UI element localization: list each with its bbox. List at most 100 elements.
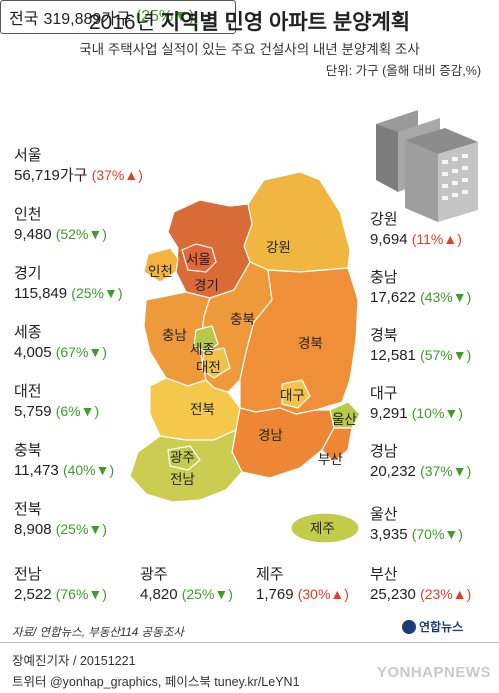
stat-value: 3,935 [370, 526, 408, 543]
map-label-gangwon: 강원 [266, 240, 291, 255]
logo-text: 연합뉴스 [419, 620, 464, 634]
yonhap-logo: 연합뉴스 [402, 618, 463, 635]
stat-value: 12,581 [370, 347, 416, 364]
map-label-gwangju: 광주 [170, 450, 195, 465]
map-label-busan: 부산 [318, 452, 343, 467]
stat-jeonbuk: 전북 8,908 (25%▼) [14, 500, 107, 540]
stat-name: 울산 [370, 506, 398, 523]
stat-jeju: 제주 1,769 (30%▲) [256, 565, 349, 605]
national-change: (25%▼) [135, 8, 195, 25]
watermark: YONHAPNEWS [376, 664, 491, 681]
stat-value: 5,759 [14, 403, 52, 420]
stat-jeonnam: 전남 2,522 (76%▼) [14, 565, 107, 605]
stat-name: 서울 [14, 147, 42, 164]
stat-change: (37%▲) [91, 167, 143, 183]
stat-change: (76%▼) [55, 586, 107, 602]
stat-daegu: 대구 9,291 (10%▼) [370, 384, 463, 424]
credit-reporter: 장예진기자 / 20151221 [12, 654, 136, 668]
stat-change: (37%▼) [420, 463, 472, 479]
stat-value: 9,291 [370, 405, 408, 422]
map-label-gyeongnam: 경남 [258, 428, 283, 443]
stat-incheon: 인천 9,480 (52%▼) [14, 205, 107, 245]
stat-sejong: 세종 4,005 (67%▼) [14, 323, 107, 363]
stat-name: 충북 [14, 442, 42, 459]
stat-value: 20,232 [370, 463, 416, 480]
stat-change: (40%▼) [62, 462, 115, 478]
map-label-gyeonggi: 경기 [194, 278, 219, 293]
stat-change: (57%▼) [420, 347, 472, 363]
stat-value: 8,908 [14, 521, 52, 538]
stat-change: (11%▲) [411, 231, 462, 247]
stat-seoul: 서울 56,719가구 (37%▲) [14, 146, 143, 186]
source-note: 자료/ 연합뉴스, 부동산114 공동조사 [12, 627, 184, 639]
region-gangwon [243, 171, 351, 273]
stat-change: (25%▼) [71, 285, 123, 301]
stat-value: 4,005 [14, 344, 52, 361]
stat-name: 전북 [14, 501, 42, 518]
map-label-ulsan: 울산 [332, 412, 357, 427]
stat-value: 4,820 [140, 586, 178, 603]
region-gwangju [167, 445, 201, 471]
page-subtitle: 국내 주택사업 실적이 있는 주요 건설사의 내년 분양계획 조사 [79, 42, 420, 57]
stat-change: (67%▼) [55, 344, 107, 360]
stat-name: 대구 [370, 385, 398, 402]
stat-name: 대전 [14, 383, 42, 400]
stat-name: 경기 [14, 265, 42, 282]
stat-change: (52%▼) [55, 226, 107, 242]
stat-gyeongbuk: 경북 12,581 (57%▼) [370, 326, 471, 366]
stat-name: 경남 [370, 443, 398, 460]
stat-gyeongnam: 경남 20,232 (37%▼) [370, 442, 471, 482]
stat-change: (25%▼) [55, 521, 107, 537]
stat-name: 인천 [14, 206, 42, 223]
stat-name: 제주 [256, 566, 284, 583]
stat-name: 광주 [140, 566, 168, 583]
stat-chungnam: 충남 17,622 (43%▼) [370, 268, 471, 308]
stat-chungbuk: 충북 11,473 (40%▼) [14, 441, 114, 481]
stat-busan: 부산 25,230 (23%▲) [370, 565, 471, 605]
stat-ulsan: 울산 3,935 (70%▼) [370, 505, 463, 545]
yonhap-logo-icon [402, 619, 416, 634]
stat-value: 115,849 [14, 285, 68, 302]
page-title: 2016년 지역별 민영 아파트 분양계획 [0, 6, 499, 36]
map-label-daegu: 대구 [280, 388, 305, 403]
map-label-chungnam: 충남 [162, 328, 187, 343]
stat-name: 경북 [370, 327, 398, 344]
stat-change: (25%▼) [181, 586, 233, 602]
stat-change: (70%▼) [411, 526, 463, 542]
region-sejong [193, 325, 219, 353]
stat-name: 부산 [370, 566, 398, 583]
stat-value: 9,480 [14, 226, 52, 243]
map-label-sejong: 세종 [190, 342, 215, 357]
region-jeju [290, 512, 360, 544]
map-label-daejeon: 대전 [196, 360, 221, 375]
stat-change: (43%▼) [420, 289, 472, 305]
stat-value: 1,769 [256, 586, 294, 603]
stat-gwangju: 광주 4,820 (25%▼) [140, 565, 233, 605]
map-label-chungbuk: 충북 [230, 312, 255, 327]
stat-change: (6%▼) [55, 403, 100, 419]
credit-social: 트위터 @yonhap_graphics, 페이스북 tuney.kr/LeYN… [12, 675, 300, 689]
stat-change: (30%▲) [297, 586, 349, 602]
map-label-gyeongbuk: 경북 [298, 336, 323, 351]
region-seoul [181, 243, 217, 273]
stat-value: 2,522 [14, 586, 52, 603]
stat-value: 25,230 [370, 586, 416, 603]
title-main: 지역별 민영 아파트 분양계획 [160, 11, 411, 34]
stat-name: 충남 [370, 269, 398, 286]
stat-value: 17,622 [370, 289, 416, 306]
map-label-jeonnam: 전남 [170, 472, 195, 487]
stat-name: 세종 [14, 324, 42, 341]
footer-divider [0, 642, 499, 643]
stat-change: (23%▲) [420, 586, 472, 602]
title-year: 2016년 [88, 11, 155, 34]
stat-value: 56,719가구 [14, 167, 88, 184]
national-label: 전국 [9, 11, 39, 28]
region-busan [321, 427, 353, 463]
region-daejeon [201, 347, 231, 379]
stat-daejeon: 대전 5,759 (6%▼) [14, 382, 99, 422]
stat-name: 강원 [370, 211, 398, 228]
unit-label: 단위: 가구 (올해 대비 증감,%) [325, 64, 481, 78]
stat-change: (10%▼) [411, 405, 463, 421]
region-incheon [143, 247, 179, 283]
